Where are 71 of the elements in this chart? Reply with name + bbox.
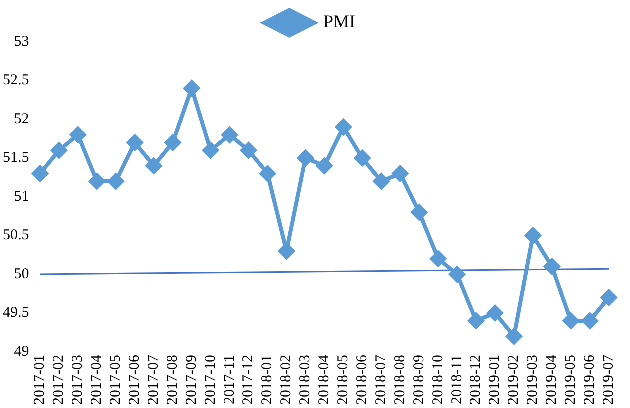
x-tick-label: 2018-07 bbox=[373, 354, 390, 406]
x-tick-label: 2017-07 bbox=[146, 354, 162, 406]
x-tick-label: 2017-10 bbox=[202, 355, 219, 406]
y-tick-label: 50.5 bbox=[3, 228, 30, 244]
point bbox=[392, 166, 408, 182]
x-tick-label: 2017-08 bbox=[164, 355, 181, 406]
x-tick-label: 2019-03 bbox=[525, 355, 542, 406]
x-tick-label: 2017-06 bbox=[126, 354, 143, 406]
point bbox=[108, 174, 124, 190]
point bbox=[525, 228, 542, 244]
point bbox=[354, 150, 371, 166]
x-tick-label: 2017-09 bbox=[184, 355, 200, 406]
x-tick-label: 2019-01 bbox=[487, 355, 504, 406]
y-tick-label: 50 bbox=[14, 266, 30, 282]
y-tick-label: 53 bbox=[14, 34, 30, 50]
point bbox=[89, 174, 106, 190]
x-tick-label: 2017-01 bbox=[32, 355, 48, 406]
point bbox=[449, 266, 466, 283]
point bbox=[411, 204, 428, 221]
point bbox=[601, 290, 617, 306]
point bbox=[240, 142, 257, 158]
x-tick-label: 2017-05 bbox=[108, 355, 124, 406]
y-tick-label: 49 bbox=[14, 344, 30, 360]
point bbox=[298, 150, 314, 166]
point bbox=[146, 158, 162, 174]
x-tick-label: 2019-06 bbox=[582, 354, 598, 406]
x-tick-label: 2019-02 bbox=[506, 355, 522, 406]
x-tick-label: 2017-11 bbox=[222, 355, 238, 404]
x-tick-label: 2019-05 bbox=[563, 355, 580, 406]
y-tick-label: 52 bbox=[14, 111, 30, 128]
x-tick-label: 2018-12 bbox=[468, 355, 484, 406]
x-tick-label: 2017-04 bbox=[89, 354, 106, 406]
y-tick-label: 51.5 bbox=[3, 150, 30, 166]
point bbox=[184, 80, 200, 96]
x-tick-label: 2018-03 bbox=[298, 355, 314, 406]
point bbox=[487, 305, 504, 322]
x-tick-label: 2018-11 bbox=[449, 355, 466, 404]
point bbox=[582, 313, 598, 330]
point bbox=[316, 158, 333, 174]
x-tick-label: 2018-01 bbox=[260, 355, 276, 406]
y-tick-label: 49.5 bbox=[3, 305, 30, 322]
point bbox=[506, 328, 522, 345]
point bbox=[374, 174, 390, 190]
legend-label: PMI bbox=[323, 12, 356, 32]
x-tick-label: 2019-07 bbox=[600, 354, 617, 406]
point bbox=[51, 142, 68, 158]
point bbox=[164, 134, 181, 151]
point bbox=[222, 127, 238, 143]
x-tick-label: 2018-06 bbox=[354, 354, 370, 406]
x-tick-label: 2019-04 bbox=[544, 354, 560, 406]
y-tick-label: 51 bbox=[14, 188, 30, 205]
x-tick-label: 2017-12 bbox=[240, 355, 257, 406]
point bbox=[336, 119, 352, 136]
point bbox=[468, 313, 484, 330]
x-tick-label: 2018-05 bbox=[336, 355, 352, 406]
point bbox=[260, 166, 276, 182]
point bbox=[563, 313, 580, 330]
x-tick-label: 2018-10 bbox=[430, 355, 446, 406]
x-tick-label: 2018-08 bbox=[392, 355, 408, 406]
point bbox=[544, 258, 560, 275]
point bbox=[32, 166, 48, 182]
y-tick-label: 52.5 bbox=[3, 72, 30, 89]
x-tick-label: 2018-09 bbox=[411, 355, 428, 406]
x-tick-label: 2018-04 bbox=[316, 354, 333, 406]
x-tick-label: 2017-03 bbox=[70, 355, 86, 406]
point bbox=[202, 142, 219, 158]
x-tick-label: 2017-02 bbox=[51, 355, 68, 406]
point bbox=[70, 127, 86, 143]
point bbox=[430, 251, 446, 268]
x-tick-label: 2018-02 bbox=[278, 355, 295, 406]
point bbox=[127, 134, 144, 151]
